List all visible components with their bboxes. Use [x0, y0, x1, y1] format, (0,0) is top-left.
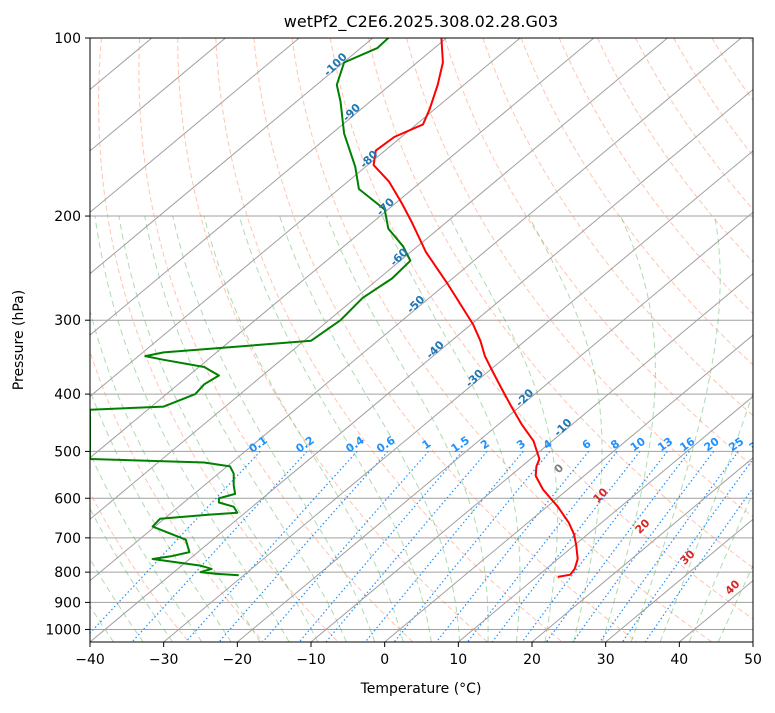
y-tick-label: 500 — [54, 444, 81, 460]
x-tick-label: −20 — [223, 652, 253, 668]
x-tick-label: 20 — [523, 652, 541, 668]
y-tick-label: 400 — [54, 387, 81, 403]
y-tick-label: 600 — [54, 491, 81, 507]
y-tick-label: 700 — [54, 531, 81, 547]
y-tick-label: 300 — [54, 313, 81, 329]
x-tick-label: 10 — [449, 652, 467, 668]
x-tick-label: −30 — [149, 652, 179, 668]
x-tick-label: −40 — [75, 652, 105, 668]
chart-title: wetPf2_C2E6.2025.308.02.28.G03 — [284, 12, 558, 32]
x-tick-label: 40 — [670, 652, 688, 668]
x-axis-label: Temperature (°C) — [360, 681, 482, 697]
y-tick-label: 1000 — [45, 623, 81, 639]
y-tick-label: 200 — [54, 209, 81, 225]
x-tick-label: 50 — [744, 652, 762, 668]
y-tick-label: 100 — [54, 31, 81, 47]
x-tick-label: 30 — [597, 652, 615, 668]
x-tick-label: 0 — [380, 652, 389, 668]
y-tick-label: 900 — [54, 595, 81, 611]
y-tick-label: 800 — [54, 565, 81, 581]
y-axis-label: Pressure (hPa) — [11, 290, 27, 390]
x-tick-label: −10 — [296, 652, 326, 668]
